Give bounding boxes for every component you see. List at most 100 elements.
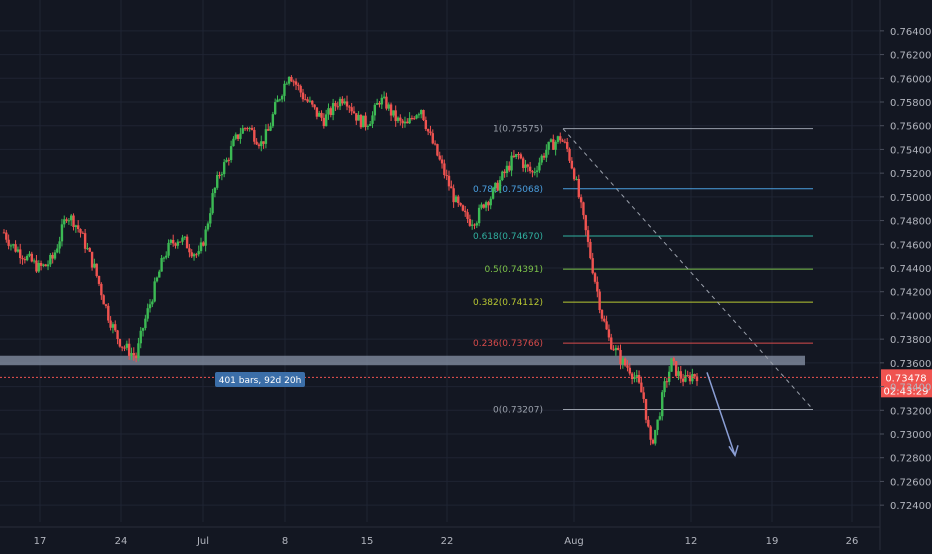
candle-body (162, 257, 166, 259)
candle-body (540, 155, 543, 163)
candle-body (378, 102, 381, 105)
x-tick-label: 8 (282, 536, 288, 547)
candle-body (292, 81, 295, 83)
candle-body (102, 295, 105, 305)
y-tick-label: 0.74000 (890, 311, 931, 322)
fib-level-label: 1(0.75575) (493, 125, 543, 135)
candle-body (491, 188, 495, 199)
fib-level-label: 0.786(0.75068) (473, 185, 543, 195)
candle-body (114, 324, 117, 331)
candle-body (232, 138, 235, 147)
candle-body (364, 115, 367, 127)
range-label-box (215, 372, 305, 387)
candle-body (160, 258, 163, 272)
y-tick-label: 0.74800 (890, 217, 931, 228)
candle-body (610, 337, 613, 350)
candle-body (234, 134, 237, 139)
fib-trend-line (562, 128, 814, 410)
candle-body (19, 249, 22, 259)
candle-body (343, 101, 346, 104)
y-tick-label: 0.73200 (890, 406, 931, 417)
candle-body (670, 358, 673, 372)
candle-body (656, 419, 659, 430)
projection-arrow (706, 372, 736, 456)
candle-body (521, 158, 525, 168)
candle-body (577, 178, 580, 198)
candle-body (336, 106, 339, 108)
candle-body (408, 118, 411, 124)
candle-body (396, 117, 400, 122)
candle-body (348, 106, 351, 108)
candle-body (688, 375, 692, 382)
candle-body (248, 127, 251, 129)
candle-body (236, 134, 240, 139)
candle-body (216, 175, 219, 188)
candle-body (503, 171, 506, 174)
candle-body (424, 120, 428, 130)
candle-body (693, 374, 696, 377)
candle-body (382, 96, 386, 98)
drawing-overlays[interactable]: 401 bars, 92d 20h 0.73478 02:43:29 (0, 369, 932, 458)
candle-body (417, 114, 421, 116)
candle-body (345, 101, 349, 107)
support-band (0, 355, 805, 366)
fibonacci-retracement[interactable]: 1(0.75575) 0.786(0.75068) 0.618(0.74670) 0.… (473, 125, 814, 416)
candle-body (49, 254, 52, 265)
candle-body (575, 178, 578, 180)
candle-body (568, 148, 571, 161)
candle-body (373, 104, 377, 116)
candle-body (561, 140, 564, 142)
candle-body (649, 426, 652, 440)
candle-body (487, 202, 490, 206)
candle-body (206, 223, 210, 230)
candle-body (644, 398, 648, 420)
candle-body (484, 202, 488, 208)
y-tick-label: 0.76200 (890, 51, 931, 62)
candle-body (285, 83, 288, 85)
candle-body (429, 131, 432, 134)
candle-body (369, 123, 372, 126)
y-tick-label: 0.73800 (890, 335, 931, 346)
candle-body (74, 225, 78, 228)
candle-body (260, 141, 263, 147)
candle-body (413, 118, 416, 120)
candle-body (459, 203, 462, 206)
candle-body (46, 264, 50, 267)
candle-body (582, 202, 585, 216)
candle-body (269, 126, 272, 131)
candle-body (72, 215, 75, 228)
candle-body (663, 381, 666, 393)
candle-body (426, 129, 430, 132)
candle-body (538, 162, 541, 171)
candle-body (278, 99, 282, 101)
candle-body (227, 159, 231, 161)
candle-body (51, 254, 54, 259)
candle-body (165, 255, 168, 258)
candle-body (489, 198, 492, 206)
support-zone[interactable] (0, 355, 805, 366)
candle-body (58, 241, 61, 249)
candle-body (679, 371, 682, 379)
time-axis[interactable]: 17 24 Jul 8 15 22 Aug 12 19 26 (0, 526, 880, 547)
candle-body (661, 392, 664, 417)
candle-body (651, 439, 655, 444)
candle-body (385, 96, 388, 109)
candle-body (197, 251, 200, 255)
candle-body (628, 367, 631, 374)
fib-level-label: 0.5(0.74391) (484, 265, 543, 275)
candle-body (559, 136, 562, 141)
candle-body (684, 375, 687, 382)
candle-body (579, 197, 583, 203)
range-label-text: 401 bars, 92d 20h (219, 376, 302, 386)
candle-body (324, 114, 328, 127)
price-axis[interactable]: 0.76400 0.76200 0.76000 0.75800 0.75600 0.754… (879, 0, 931, 550)
candle-body (517, 154, 520, 156)
candle-body (589, 241, 592, 259)
candle-body (431, 133, 434, 144)
candle-body (222, 162, 226, 175)
candle-body (475, 223, 479, 226)
candle-body (515, 154, 518, 158)
